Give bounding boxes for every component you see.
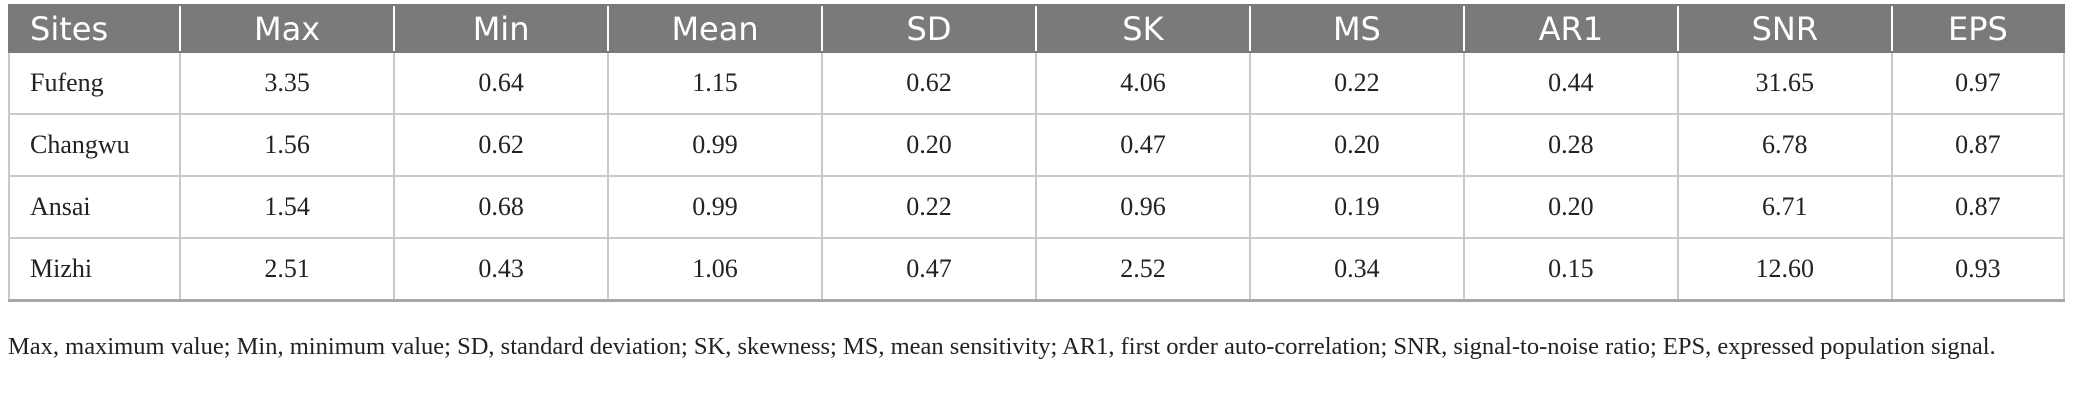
cell-max: 3.35: [179, 51, 396, 115]
cell-snr: 6.78: [1676, 113, 1893, 177]
cell-site: Mizhi: [7, 237, 182, 302]
column-header-mean: Mean: [607, 4, 823, 53]
cell-eps: 0.93: [1890, 237, 2066, 302]
cell-mean: 1.15: [607, 51, 824, 115]
statistics-table: Sites Max Min Mean SD SK MS AR1 SNR EPS …: [7, 4, 2066, 302]
column-header-min: Min: [393, 4, 609, 53]
cell-snr: 31.65: [1676, 51, 1893, 115]
cell-max: 2.51: [179, 237, 396, 302]
cell-mean: 0.99: [607, 113, 824, 177]
cell-site: Fufeng: [7, 51, 182, 115]
cell-snr: 12.60: [1676, 237, 1893, 302]
table-row: Mizhi 2.51 0.43 1.06 0.47 2.52 0.34 0.15…: [7, 237, 2066, 302]
cell-mean: 0.99: [607, 175, 824, 239]
cell-sd: 0.22: [821, 175, 1037, 239]
cell-site: Ansai: [7, 175, 182, 239]
column-header-sites: Sites: [7, 4, 181, 53]
cell-ar1: 0.15: [1462, 237, 1679, 302]
cell-sk: 2.52: [1034, 237, 1251, 302]
cell-sd: 0.20: [821, 113, 1037, 177]
cell-max: 1.56: [179, 113, 396, 177]
table-row: Fufeng 3.35 0.64 1.15 0.62 4.06 0.22 0.4…: [7, 51, 2066, 115]
cell-min: 0.43: [393, 237, 610, 302]
cell-ar1: 0.28: [1462, 113, 1679, 177]
column-header-eps: EPS: [1890, 4, 2066, 53]
cell-ar1: 0.44: [1462, 51, 1679, 115]
cell-ms: 0.19: [1248, 175, 1465, 239]
table-row: Changwu 1.56 0.62 0.99 0.20 0.47 0.20 0.…: [7, 113, 2066, 177]
cell-eps: 0.87: [1890, 175, 2066, 239]
table-row: Ansai 1.54 0.68 0.99 0.22 0.96 0.19 0.20…: [7, 175, 2066, 239]
column-header-sk: SK: [1034, 4, 1250, 53]
cell-min: 0.68: [393, 175, 610, 239]
table-footnote: Max, maximum value; Min, minimum value; …: [8, 333, 1996, 360]
cell-sd: 0.62: [821, 51, 1037, 115]
cell-sk: 4.06: [1034, 51, 1251, 115]
cell-min: 0.62: [393, 113, 610, 177]
cell-min: 0.64: [393, 51, 610, 115]
cell-ms: 0.20: [1248, 113, 1465, 177]
column-header-sd: SD: [821, 4, 1036, 53]
cell-sk: 0.96: [1034, 175, 1251, 239]
cell-ar1: 0.20: [1462, 175, 1679, 239]
column-header-ar1: AR1: [1462, 4, 1678, 53]
cell-snr: 6.71: [1676, 175, 1893, 239]
cell-eps: 0.97: [1890, 51, 2066, 115]
cell-ms: 0.34: [1248, 237, 1465, 302]
cell-mean: 1.06: [607, 237, 824, 302]
cell-eps: 0.87: [1890, 113, 2066, 177]
data-table-container: Sites Max Min Mean SD SK MS AR1 SNR EPS …: [7, 4, 2066, 302]
cell-site: Changwu: [7, 113, 182, 177]
column-header-max: Max: [179, 4, 395, 53]
cell-max: 1.54: [179, 175, 396, 239]
column-header-ms: MS: [1248, 4, 1464, 53]
cell-sd: 0.47: [821, 237, 1037, 302]
header-row: Sites Max Min Mean SD SK MS AR1 SNR EPS: [7, 4, 2066, 53]
cell-sk: 0.47: [1034, 113, 1251, 177]
column-header-snr: SNR: [1676, 4, 1892, 53]
cell-ms: 0.22: [1248, 51, 1465, 115]
